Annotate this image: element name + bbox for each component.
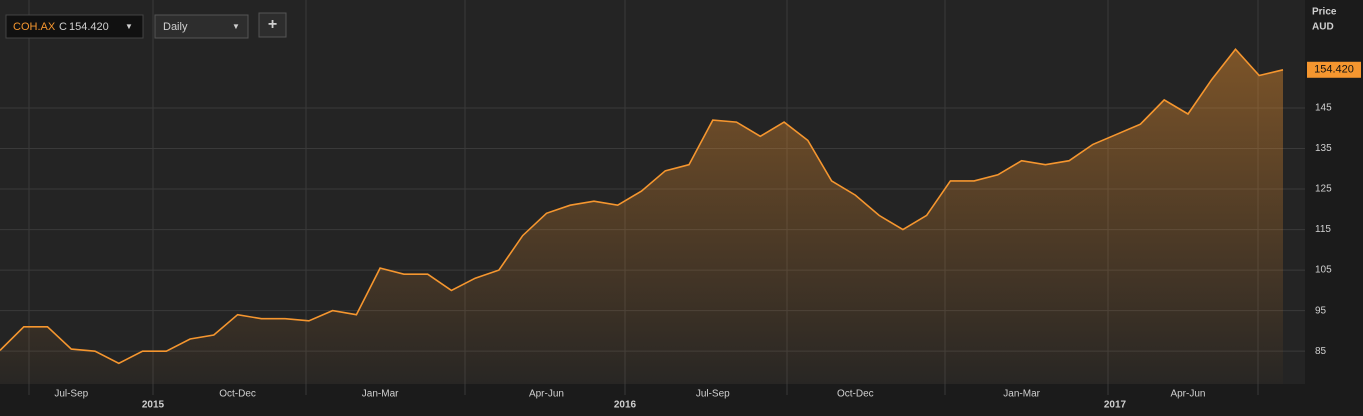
y-axis-unit: AUD (1312, 22, 1334, 33)
symbol: COH.AX (13, 21, 56, 33)
interval: Daily (163, 21, 188, 33)
y-tick-label: 125 (1315, 184, 1332, 195)
year-label: 2016 (614, 400, 637, 411)
close-prefix: C (59, 21, 67, 33)
axes: 85 95 105 115 125 135 145 Jul-Sep Oct-Dec Jan-Mar… (54, 61, 1361, 411)
x-tick-label: Jul-Sep (696, 389, 730, 400)
x-tick-label: Oct-Dec (219, 389, 256, 400)
area (0, 49, 1283, 384)
price-line (0, 47, 1284, 365)
symbol-box[interactable] (5, 14, 144, 39)
year-label: 2015 (142, 400, 165, 411)
y-axis-panel (1305, 0, 1363, 411)
y-tick-label: 135 (1315, 143, 1332, 154)
y-tick-label: 95 (1315, 305, 1327, 316)
dropdown-arrow: ▼ (232, 22, 240, 31)
add-icon: + (268, 16, 277, 33)
x-tick-label: Jul-Sep (54, 389, 88, 400)
add-button[interactable] (258, 12, 287, 38)
x-tick-label: Jan-Mar (362, 389, 399, 400)
last-price-label: 154.420 (1314, 64, 1354, 76)
y-tick-label: 85 (1315, 346, 1327, 357)
y-tick-label: 115 (1315, 224, 1331, 235)
interval-box[interactable] (154, 14, 249, 39)
plot (0, 47, 1284, 384)
x-tick-label: Apr-Jun (529, 389, 564, 400)
y-tick-label: 105 (1315, 265, 1332, 276)
year-label: 2017 (1104, 400, 1127, 411)
y-tick-label: 145 (1315, 103, 1332, 114)
x-tick-label: Jan-Mar (1003, 389, 1040, 400)
x-tick-label: Apr-Jun (1170, 389, 1205, 400)
last-price-box (1307, 61, 1361, 78)
x-tick-label: Oct-Dec (837, 389, 874, 400)
dropdown-arrow: ▼ (125, 22, 133, 31)
x-axis-panel (0, 384, 1305, 411)
close-price: 154.420 (69, 21, 109, 33)
y-axis-title: Price (1312, 7, 1337, 18)
